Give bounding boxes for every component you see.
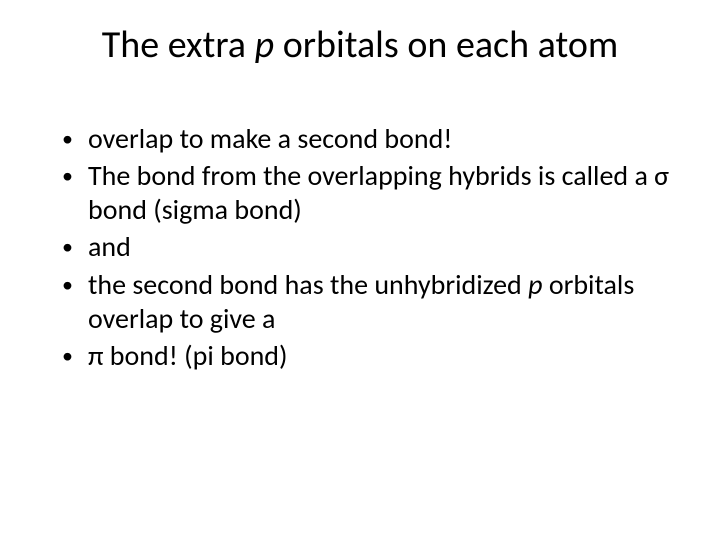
title-text-pre: The extra (102, 22, 255, 68)
slide-title: The extra p orbitals on each atom (48, 24, 672, 68)
slide: The extra p orbitals on each atom overla… (0, 0, 720, 540)
bullet-text: and (88, 229, 131, 264)
list-item: The bond from the overlapping hybrids is… (62, 159, 672, 226)
list-item: overlap to make a second bond! (62, 122, 672, 156)
list-item: π bond! (pi bond) (62, 339, 672, 373)
bullet-text-pre: the second bond has the unhybridized (88, 267, 528, 302)
bullet-text: π bond! (pi bond) (88, 338, 288, 373)
list-item: the second bond has the unhybridized p o… (62, 268, 672, 335)
title-text-post: orbitals on each atom (274, 22, 618, 68)
bullet-list: overlap to make a second bond! The bond … (48, 122, 672, 373)
list-item: and (62, 230, 672, 264)
bullet-text: overlap to make a second bond! (88, 121, 452, 156)
bullet-text-italic: p (528, 267, 542, 302)
bullet-text: The bond from the overlapping hybrids is… (88, 158, 669, 227)
title-text-italic: p (255, 22, 275, 68)
